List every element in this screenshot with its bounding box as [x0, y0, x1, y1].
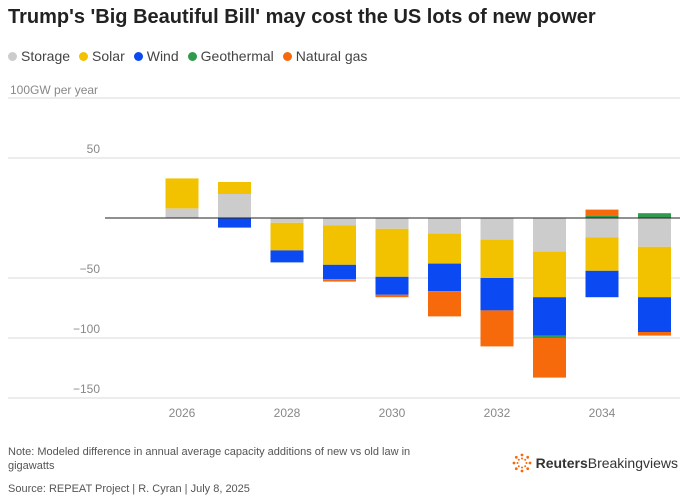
bar-solar-2031 [428, 233, 461, 264]
legend-label: Solar [92, 48, 125, 64]
y-tick-label: −100 [73, 322, 100, 336]
bar-wind-2030 [375, 276, 409, 295]
bar-solar-2035 [638, 246, 671, 298]
bar-geothermal-2035 [638, 213, 671, 218]
bar-solar-2034 [585, 237, 619, 271]
bar-storage-2027 [218, 194, 251, 218]
y-axis-label: 100GW per year [10, 83, 98, 97]
legend-item-natural-gas: Natural gas [282, 48, 368, 64]
bar-wind-2032 [480, 278, 514, 311]
legend-label: Geothermal [200, 48, 274, 64]
bar-geothermal-2033 [533, 335, 566, 338]
bar-storage-2033 [533, 218, 566, 252]
legend-item-wind: Wind [133, 48, 179, 64]
legend-label: Storage [21, 48, 71, 64]
source-text: Source: REPEAT Project | R. Cyran | July… [8, 483, 250, 495]
bar-storage-2029 [323, 218, 356, 226]
legend-item-storage: Storage [8, 48, 70, 64]
bar-natural-gas-2035 [638, 332, 671, 336]
bar-wind-2027 [218, 218, 251, 228]
bar-solar-2030 [375, 228, 409, 277]
x-tick-label: 2034 [589, 406, 616, 420]
legend-label: Natural gas [295, 48, 368, 64]
bar-solar-2028 [270, 222, 304, 251]
bar-natural-gas-2030 [375, 294, 409, 298]
legend-item-solar: Solar [79, 48, 125, 64]
bar-natural-gas-2029 [323, 279, 356, 282]
y-tick-label: −50 [80, 262, 101, 276]
bar-storage-2030 [375, 218, 409, 229]
x-tick-label: 2028 [274, 406, 301, 420]
y-tick-label: −150 [73, 382, 100, 396]
chart-area: 100GW per year 50 −50 −100 −150 2026 2028 2030 2… [8, 83, 680, 420]
legend-label: Wind [146, 48, 179, 64]
bar-natural-gas-2034 [585, 209, 619, 216]
legend-item-geothermal: Geothermal [187, 48, 274, 64]
x-tick-label: 2026 [169, 406, 196, 420]
bar-storage-2026 [165, 208, 199, 218]
bar-wind-2028 [270, 250, 304, 263]
legend: Storage Solar Wind Geothermal Natural gas [8, 48, 376, 64]
chart-title: Trump's 'Big Beautiful Bill' may cost th… [8, 6, 596, 28]
brand-name: Reuters [535, 455, 588, 471]
legend-dot-icon [133, 51, 143, 61]
bar-wind-2034 [585, 270, 619, 298]
bar-wind-2035 [638, 297, 671, 332]
bar-wind-2031 [428, 263, 461, 292]
x-tick-label: 2030 [379, 406, 406, 420]
bar-storage-2035 [638, 218, 671, 247]
legend-dot-icon [187, 51, 197, 61]
bar-wind-2033 [533, 297, 566, 336]
bar-natural-gas-2032 [480, 310, 514, 347]
bar-natural-gas-2033 [533, 338, 566, 378]
bar-storage-2031 [428, 218, 461, 234]
bar-storage-2032 [480, 218, 514, 240]
bar-natural-gas-2031 [428, 291, 461, 317]
note-text: Note: Modeled difference in annual avera… [8, 446, 411, 472]
legend-dot-icon [79, 51, 89, 61]
bar-storage-2034 [585, 218, 619, 238]
bar-wind-2029 [323, 264, 356, 280]
legend-dot-icon [282, 51, 292, 61]
brand-sub: Breakingviews [587, 455, 678, 471]
bar-solar-2032 [480, 239, 514, 278]
bar-storage-2028 [270, 218, 304, 223]
bar-solar-2033 [533, 251, 566, 298]
x-tick-label: 2032 [484, 406, 511, 420]
legend-dot-icon [8, 51, 17, 61]
bar-geothermal-2034 [585, 215, 619, 218]
bar-solar-2026 [165, 178, 199, 209]
bar-solar-2029 [323, 225, 356, 265]
y-tick-label: 50 [87, 142, 101, 156]
brand-logo: Reuters Breakingviews [511, 452, 678, 474]
bar-solar-2027 [218, 182, 251, 194]
reuters-logo-icon [512, 453, 531, 473]
